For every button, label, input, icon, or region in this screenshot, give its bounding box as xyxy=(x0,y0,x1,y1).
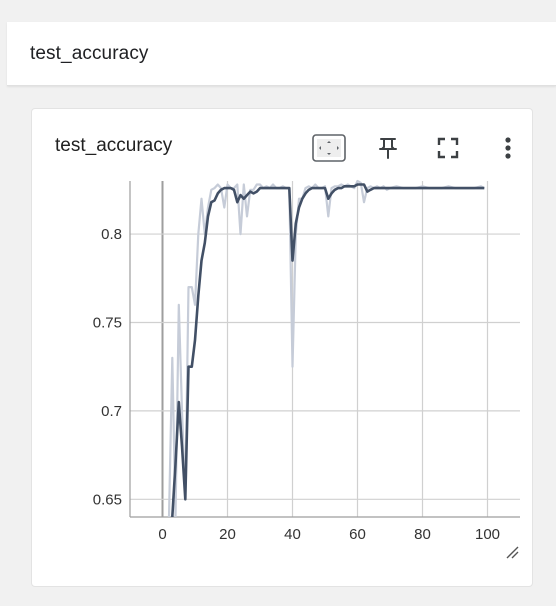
more-options-button[interactable] xyxy=(490,130,526,166)
resize-handle-icon xyxy=(506,546,519,559)
x-tick-label-40: 40 xyxy=(284,526,301,543)
pin-icon xyxy=(379,138,397,159)
series-line-raw xyxy=(167,179,485,517)
y-tick-label-0.65: 0.65 xyxy=(93,491,122,508)
y-tick-label-0.8: 0.8 xyxy=(101,226,122,243)
fullscreen-button[interactable] xyxy=(430,130,466,166)
chart-card: test_accuracy xyxy=(31,108,533,587)
section-header[interactable]: test_accuracy xyxy=(7,22,556,86)
x-tick-label-0: 0 xyxy=(158,526,166,543)
y-tick-label-0.75: 0.75 xyxy=(93,314,122,331)
y-tick-label-0.7: 0.7 xyxy=(101,403,122,420)
card-title: test_accuracy xyxy=(55,135,173,156)
section-title: test_accuracy xyxy=(30,43,149,64)
fullscreen-icon xyxy=(437,137,459,159)
resize-handle[interactable] xyxy=(505,545,519,559)
x-tick-label-80: 80 xyxy=(414,526,431,543)
fit-to-data-button[interactable] xyxy=(311,130,347,166)
x-tick-label-60: 60 xyxy=(349,526,366,543)
more-vert-icon xyxy=(505,137,511,159)
x-tick-label-100: 100 xyxy=(475,526,500,543)
series-line-smoothed xyxy=(171,183,485,517)
fit-to-data-icon xyxy=(312,134,346,162)
pin-button[interactable] xyxy=(370,130,406,166)
line-chart[interactable]: 0 20 40 60 80 100 0.65 0.7 0.75 0.8 xyxy=(32,109,532,586)
x-tick-label-20: 20 xyxy=(219,526,236,543)
